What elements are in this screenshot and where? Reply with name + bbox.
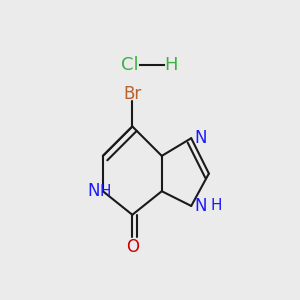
Text: N: N [194,129,207,147]
Text: Cl: Cl [121,56,138,74]
Text: H: H [210,198,222,213]
Text: O: O [126,238,139,256]
Text: Br: Br [123,85,142,103]
Text: H: H [164,56,177,74]
Text: H: H [100,184,111,199]
Text: N: N [87,182,100,200]
Text: N: N [194,197,207,215]
